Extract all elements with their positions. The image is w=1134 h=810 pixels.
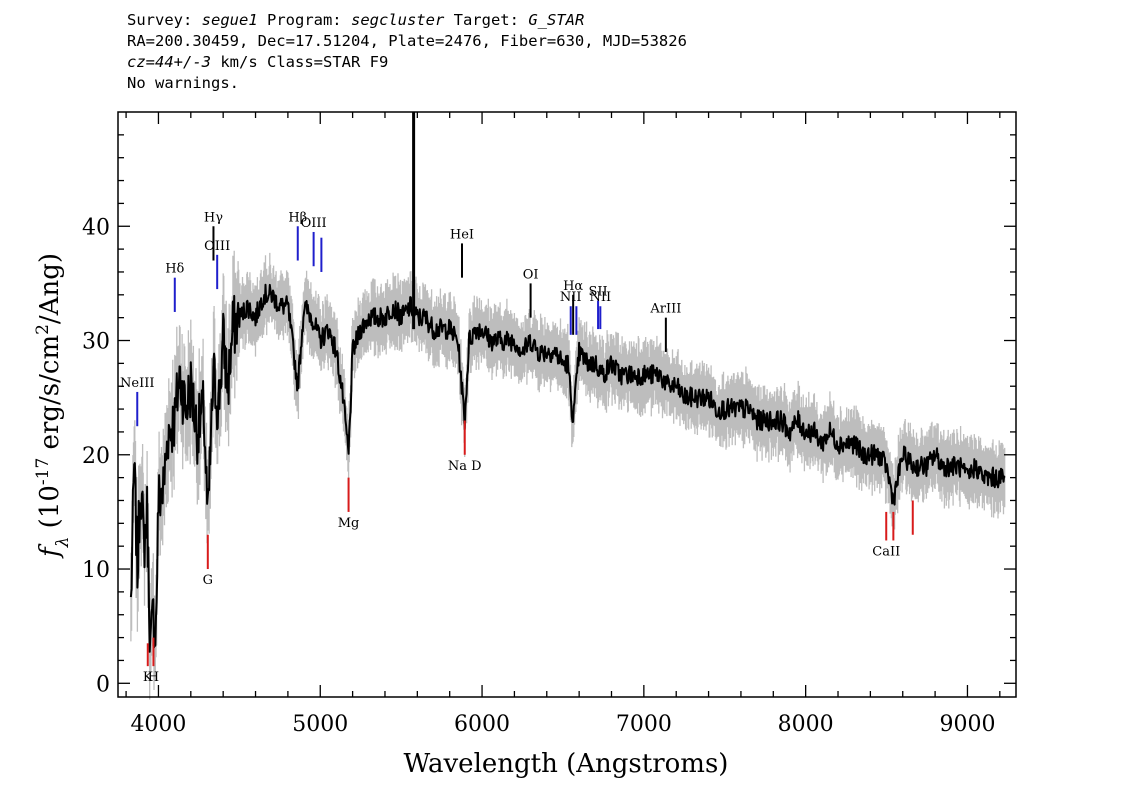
header-line-coordinates: RA=200.30459, Dec=17.51204, Plate=2476, … [127, 32, 687, 50]
class-value: km/s Class=STAR F9 [211, 53, 389, 71]
emission_line-label: ArIII [649, 302, 681, 317]
emission_line-label: Hβ [288, 210, 307, 225]
emission_line-label: NII [590, 290, 612, 305]
y-tick-label: 40 [82, 215, 110, 240]
y-axis-label: fλ (10-17 erg/s/cm2/Ang) [33, 253, 73, 559]
emission_line-label: Hγ [204, 210, 223, 225]
emission_line-label: OI [523, 267, 539, 282]
plot-frame [117, 111, 1017, 698]
absorption_line-label: Na D [448, 459, 482, 474]
emission_line-label: Hα [563, 279, 583, 294]
emission_line-label: OIII [204, 239, 230, 254]
emission_line-label: SII [588, 285, 607, 300]
header-line-survey: Survey: segue1 Program: segcluster Targe… [127, 10, 687, 31]
x-tick-label: 8000 [778, 712, 834, 737]
survey-label: Survey: [127, 11, 202, 29]
y-tick-label: 20 [82, 444, 110, 469]
emission_line-label: OIII [301, 216, 327, 231]
x-tick-label: 6000 [454, 712, 510, 737]
x-tick-label: 4000 [130, 712, 186, 737]
x-tick-label: 7000 [616, 712, 672, 737]
absorption_line-label: G [203, 573, 213, 588]
header-line-redshift: cz=44+/-3 km/s Class=STAR F9 [127, 52, 687, 73]
y-tick-label: 0 [96, 672, 110, 697]
absorption_line-label: K [143, 670, 153, 685]
absorption_line-label: H [148, 670, 159, 685]
emission_line-label: Hδ [165, 262, 184, 277]
emission_line-label: NeIII [120, 376, 154, 391]
noise-envelope [130, 250, 1006, 700]
absorption_line-label: CaII [872, 544, 900, 559]
spectrum-series [129, 112, 1006, 653]
emission_line-label: HeI [450, 227, 474, 242]
emission_line-label: NII [560, 290, 582, 305]
y-tick-label: 30 [82, 330, 110, 355]
program-label: Program: [257, 11, 351, 29]
redshift-value: cz=44+/-3 [127, 53, 211, 71]
program-value: segcluster [350, 11, 445, 29]
y-tick-label: 10 [82, 558, 110, 583]
spectrum-header: Survey: segue1 Program: segcluster Targe… [127, 10, 687, 94]
absorption_line-label: Mg [338, 516, 360, 531]
x-tick-label: 9000 [939, 712, 995, 737]
flux-line [129, 283, 1006, 653]
noise-band [130, 250, 1006, 700]
header-line-warnings: No warnings. [127, 74, 239, 92]
axes: 4000 5000 6000 7000 8000 9000 0 10 20 30 40 [82, 111, 1017, 737]
target-label: Target: [444, 11, 529, 29]
survey-value: segue1 [201, 11, 258, 29]
target-value: G_STAR [528, 11, 585, 29]
x-tick-label: 5000 [292, 712, 348, 737]
x-axis-label: Wavelength (Angstroms) [404, 749, 729, 779]
